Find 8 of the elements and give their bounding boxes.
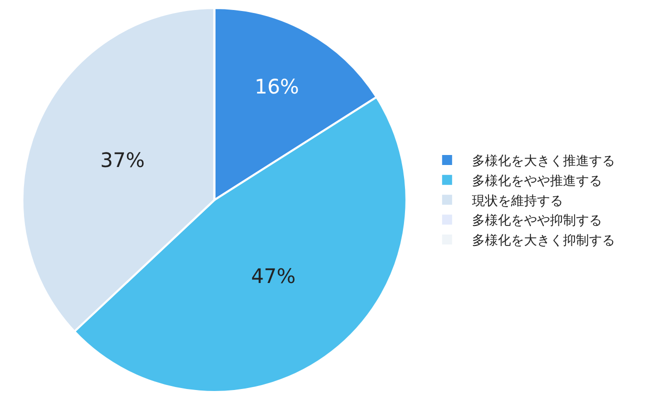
data-label: 47% — [251, 264, 296, 288]
data-label: 37% — [100, 148, 145, 172]
legend-label: 多様化をやや推進する — [472, 174, 602, 189]
legend-label: 多様化を大きく推進する — [472, 154, 616, 170]
legend-label: 多様化をやや抑制する — [472, 214, 602, 229]
data-label: 16% — [254, 74, 300, 98]
legend-label: 多様化を大きく抑制する — [472, 234, 616, 249]
legend-label: 現状を維持する — [472, 194, 564, 209]
